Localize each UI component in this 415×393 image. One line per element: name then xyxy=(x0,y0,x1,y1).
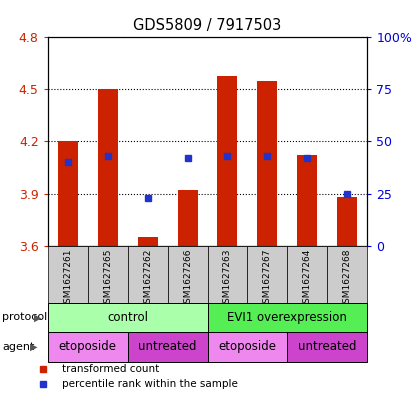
Bar xyxy=(48,332,128,362)
Bar xyxy=(48,246,88,303)
Text: untreated: untreated xyxy=(138,340,197,353)
Bar xyxy=(287,246,327,303)
Text: GSM1627262: GSM1627262 xyxy=(143,248,152,309)
Text: percentile rank within the sample: percentile rank within the sample xyxy=(62,379,238,389)
Text: protocol: protocol xyxy=(2,312,47,322)
Bar xyxy=(48,303,208,332)
Bar xyxy=(327,246,367,303)
Bar xyxy=(208,303,367,332)
Text: etoposide: etoposide xyxy=(218,340,276,353)
Bar xyxy=(88,246,128,303)
Bar xyxy=(208,332,287,362)
Bar xyxy=(287,332,367,362)
Bar xyxy=(257,81,277,246)
Text: EVI1 overexpression: EVI1 overexpression xyxy=(227,311,347,324)
Bar xyxy=(337,197,357,246)
Text: untreated: untreated xyxy=(298,340,356,353)
Text: control: control xyxy=(107,311,148,324)
Text: GSM1627267: GSM1627267 xyxy=(263,248,272,309)
Bar xyxy=(208,246,247,303)
Bar xyxy=(247,246,287,303)
Bar xyxy=(178,190,198,246)
Bar xyxy=(298,155,317,246)
Text: GSM1627264: GSM1627264 xyxy=(303,248,312,309)
Bar xyxy=(128,332,208,362)
Text: GSM1627266: GSM1627266 xyxy=(183,248,192,309)
Text: etoposide: etoposide xyxy=(59,340,117,353)
Text: GSM1627265: GSM1627265 xyxy=(103,248,112,309)
Text: ▶: ▶ xyxy=(30,342,37,352)
Bar xyxy=(217,75,237,246)
Text: GSM1627263: GSM1627263 xyxy=(223,248,232,309)
Bar xyxy=(128,246,168,303)
Bar xyxy=(58,141,78,246)
Text: ▶: ▶ xyxy=(34,312,42,322)
Text: agent: agent xyxy=(2,342,34,352)
Bar xyxy=(138,237,158,246)
Bar xyxy=(98,89,117,246)
Text: GSM1627268: GSM1627268 xyxy=(343,248,352,309)
Text: transformed count: transformed count xyxy=(62,364,160,374)
Text: GSM1627261: GSM1627261 xyxy=(63,248,72,309)
Title: GDS5809 / 7917503: GDS5809 / 7917503 xyxy=(133,18,282,33)
Bar xyxy=(168,246,208,303)
